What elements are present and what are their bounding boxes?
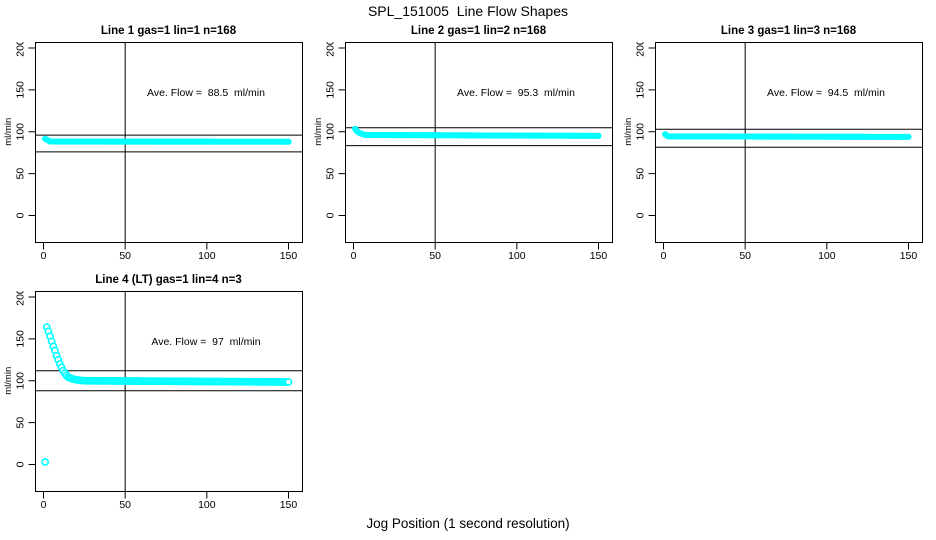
plot-box [35,291,303,492]
tick-labels: 0 50 100 150 0 50 100 150 200 ml/min [623,42,917,262]
x-tick-label: 150 [280,250,298,262]
data-points [42,135,292,145]
plot-box [345,42,613,243]
panel-line-1-canvas: 0 50 100 150 0 50 100 150 200 ml/min [3,42,303,262]
y-axis-label: ml/min [3,367,14,395]
y-tick-label: 0 [15,461,27,467]
plot-box [35,42,303,243]
tick-marks [28,47,289,250]
y-tick-label: 100 [15,123,27,141]
ave-flow-annotation: Ave. Flow = 97 ml/min [151,336,261,348]
x-tick-label: 100 [818,250,836,262]
reference-lines [655,42,923,243]
y-tick-label: 0 [15,212,27,218]
data-point [285,138,292,145]
y-tick-label: 50 [15,168,27,180]
panel-line-4: Line 4 (LT) gas=1 lin=4 n=3 0 50 100 150 0 50… [0,274,312,524]
data-point [595,132,602,139]
data-point [41,458,50,466]
y-tick-label: 200 [15,291,27,306]
tick-marks [648,47,909,250]
panel-title: Line 3 gas=1 lin=3 n=168 [720,25,857,37]
x-tick-label: 0 [41,250,47,262]
y-tick-label: 100 [325,123,337,141]
data-points [41,323,293,466]
x-tick-label: 50 [119,250,131,262]
x-tick-label: 100 [198,250,216,262]
plot-box [655,42,923,243]
tick-marks [338,47,599,250]
panel-line-3: Line 3 gas=1 lin=3 n=168 0 50 100 150 0 50 100… [620,25,932,275]
tick-labels: 0 50 100 150 0 50 100 150 200 ml/min [3,42,297,262]
x-tick-label: 100 [198,499,216,511]
x-tick-label: 0 [41,499,47,511]
x-tick-label: 50 [119,499,131,511]
panel-title: Line 4 (LT) gas=1 lin=4 n=3 [95,274,242,286]
y-tick-label: 200 [15,42,27,57]
x-tick-label: 150 [280,499,298,511]
y-tick-label: 50 [635,168,647,180]
tick-labels: 0 50 100 150 0 50 100 150 200 ml/min [313,42,607,262]
y-tick-label: 150 [325,81,337,99]
x-tick-label: 50 [429,250,441,262]
y-tick-label: 100 [15,372,27,390]
panel-line-1: Line 1 gas=1 lin=1 n=168 0 50 100 150 0 50 100… [0,25,312,275]
x-tick-label: 100 [508,250,526,262]
x-tick-label: 0 [351,250,357,262]
panel-line-2: Line 2 gas=1 lin=2 n=168 0 50 100 150 0 50 100… [310,25,622,275]
y-tick-label: 0 [325,212,337,218]
y-tick-label: 150 [15,81,27,99]
x-tick-label: 150 [900,250,918,262]
data-points [662,131,912,140]
ave-flow-annotation: Ave. Flow = 94.5 ml/min [767,87,885,99]
y-tick-label: 200 [635,42,647,57]
data-point [905,133,912,140]
ave-flow-annotation: Ave. Flow = 88.5 ml/min [147,87,265,99]
panel-line-4-canvas: 0 50 100 150 0 50 100 150 200 ml/min [3,291,303,511]
y-axis-label: ml/min [623,118,634,146]
reference-lines [345,42,613,243]
panel-title: Line 2 gas=1 lin=2 n=168 [410,25,547,37]
y-axis-label: ml/min [3,118,14,146]
data-points [352,125,602,139]
x-axis-title: Jog Position (1 second resolution) [366,516,570,531]
x-tick-label: 50 [739,250,751,262]
x-tick-label: 0 [661,250,667,262]
y-tick-label: 100 [635,123,647,141]
y-tick-label: 150 [15,330,27,348]
y-tick-label: 0 [635,212,647,218]
y-tick-label: 200 [325,42,337,57]
y-tick-label: 50 [15,417,27,429]
tick-labels: 0 50 100 150 0 50 100 150 200 ml/min [3,291,297,511]
ave-flow-annotation: Ave. Flow = 95.3 ml/min [457,87,575,99]
figure-title: SPL_151005 Line Flow Shapes [367,3,569,19]
y-tick-label: 150 [635,81,647,99]
tick-marks [28,296,289,499]
reference-lines [35,291,303,492]
data-point [284,378,293,386]
panel-line-3-canvas: 0 50 100 150 0 50 100 150 200 ml/min [623,42,923,262]
panel-title: Line 1 gas=1 lin=1 n=168 [100,25,237,37]
y-axis-label: ml/min [313,118,324,146]
y-tick-label: 50 [325,168,337,180]
panel-line-2-canvas: 0 50 100 150 0 50 100 150 200 ml/min [313,42,613,262]
x-tick-label: 150 [590,250,608,262]
